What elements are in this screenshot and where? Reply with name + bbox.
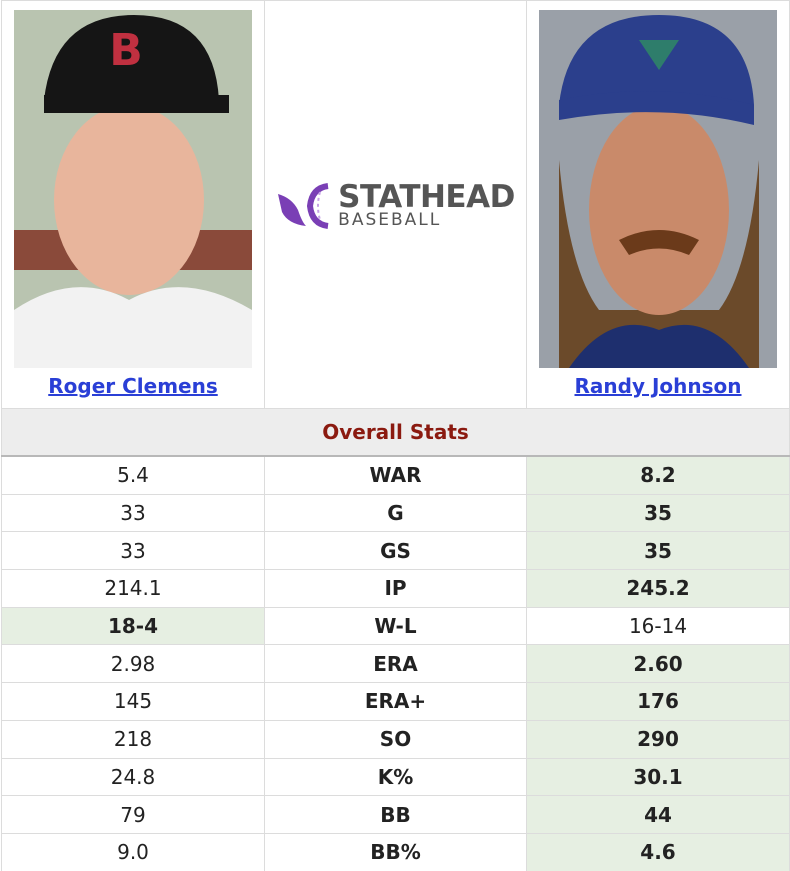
right-value: 4.6 [526,832,790,871]
left-value: 33 [1,493,265,533]
left-value: 2.98 [1,644,265,684]
left-value: 24.8 [1,757,265,797]
stat-name: ERA+ [264,682,527,721]
stat-name: ERA [264,644,527,684]
section-row: Overall Stats [1,408,790,457]
left-value: 79 [1,795,265,834]
right-value: 44 [526,795,790,834]
section-title: Overall Stats [1,408,790,457]
player-photo [539,10,777,368]
logo-subtitle: BASEBALL [338,209,442,230]
stat-row: 218 SO 290 [1,719,790,759]
stat-name: BB% [264,832,527,871]
right-value: 245.2 [526,569,790,608]
stat-name: G [264,493,527,533]
stat-row: 9.0 BB% 4.6 [1,832,790,871]
player-link[interactable]: Roger Clemens [48,374,218,398]
left-value: 145 [1,682,265,721]
stat-name: GS [264,531,527,571]
right-value: 2.60 [526,644,790,684]
stat-row: 145 ERA+ 176 [1,682,790,721]
right-value: 30.1 [526,757,790,797]
stat-row: 33 GS 35 [1,531,790,571]
player-photo: B [14,10,252,368]
left-value: 9.0 [1,832,265,871]
player-cell: Randy Johnson [526,0,790,409]
left-value: 5.4 [1,455,265,495]
stat-name: BB [264,795,527,834]
stat-row: 214.1 IP 245.2 [1,569,790,608]
right-value: 290 [526,719,790,759]
left-value: 18-4 [1,606,265,646]
stat-name: K% [264,757,527,797]
stats-body: 5.4 WAR 8.2 33 G 35 33 GS 35 214.1 IP 245.2 18-4 W-L 1… [1,455,790,871]
stat-name: WAR [264,455,527,495]
right-value: 35 [526,493,790,533]
stat-row: 2.98 ERA 2.60 [1,644,790,684]
header-row: B Roger Clemens STATHEAD BASEBALL Randy … [1,0,790,409]
stat-name: IP [264,569,527,608]
stat-name: SO [264,719,527,759]
stat-row: 5.4 WAR 8.2 [1,455,790,495]
stat-row: 79 BB 44 [1,795,790,834]
logo-cell: STATHEAD BASEBALL [264,0,527,409]
stat-row: 18-4 W-L 16-14 [1,606,790,646]
left-value: 33 [1,531,265,571]
left-value: 214.1 [1,569,265,608]
right-value: 35 [526,531,790,571]
right-value: 8.2 [526,455,790,495]
stat-row: 24.8 K% 30.1 [1,757,790,797]
logo: STATHEAD BASEBALL [265,1,526,408]
right-value: 16-14 [526,606,790,646]
stat-row: 33 G 35 [1,493,790,533]
stat-name: W-L [264,606,527,646]
svg-text:B: B [109,25,143,76]
logo-icon [278,182,329,229]
player-link[interactable]: Randy Johnson [574,374,742,398]
player-cell: B Roger Clemens [1,0,265,409]
logo-title: STATHEAD [338,178,515,215]
right-value: 176 [526,682,790,721]
left-value: 218 [1,719,265,759]
